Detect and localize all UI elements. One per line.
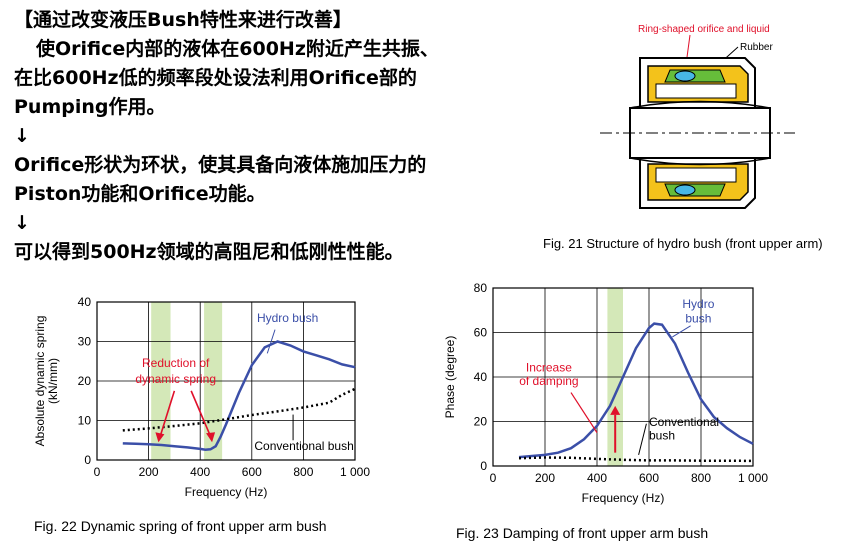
x-tick-label: 800 bbox=[691, 471, 711, 485]
y-axis-label: Phase (degree) bbox=[443, 336, 457, 419]
y-tick-label: 60 bbox=[474, 326, 488, 340]
y-tick-label: 10 bbox=[78, 414, 92, 428]
series-label-hydro: Hydro bush bbox=[257, 311, 318, 325]
annotation-arrowhead bbox=[155, 432, 165, 443]
text-line: Pumping作用。 bbox=[14, 96, 166, 118]
series-conventional-bush-line bbox=[518, 456, 754, 463]
fig21-caption: Fig. 21 Structure of hydro bush (front u… bbox=[543, 236, 823, 251]
series-hydro-bush-line bbox=[518, 322, 754, 459]
annotation-arrowhead bbox=[610, 405, 621, 415]
orifice-label: Ring-shaped orifice and liquid bbox=[638, 24, 770, 35]
y-tick-label: 30 bbox=[78, 335, 92, 349]
y-tick-label: 40 bbox=[78, 295, 92, 309]
annotation-increase: of damping bbox=[519, 374, 578, 388]
x-tick-label: 1 000 bbox=[340, 465, 370, 479]
annotation-arrow bbox=[159, 390, 176, 437]
x-tick-label: 200 bbox=[139, 465, 159, 479]
y-tick-label: 20 bbox=[474, 415, 488, 429]
y-tick-label: 20 bbox=[78, 374, 92, 388]
x-tick-label: 0 bbox=[94, 465, 101, 479]
arrow-down: ↓ bbox=[14, 125, 30, 147]
annotation-arrow bbox=[190, 390, 212, 437]
x-axis-label: Frequency (Hz) bbox=[582, 491, 665, 505]
series-label-leader bbox=[266, 329, 276, 354]
y-tick-label: 80 bbox=[474, 281, 488, 295]
series-label-leader bbox=[638, 423, 647, 455]
x-tick-label: 600 bbox=[639, 471, 659, 485]
text-line: 在比600Hz低的频率段处设法利用Orifice部的 bbox=[14, 67, 417, 89]
x-tick-label: 1 000 bbox=[738, 471, 768, 485]
series-label-conventional: bush bbox=[649, 428, 675, 442]
annotation-reduction: Reduction of bbox=[142, 356, 210, 370]
text-line: 可以得到500Hz领域的高阻尼和低刚性性能。 bbox=[14, 241, 404, 263]
x-tick-label: 600 bbox=[242, 465, 262, 479]
x-tick-label: 0 bbox=[490, 471, 497, 485]
text-heading: 【通过改变液压Bush特性来进行改善】 bbox=[14, 9, 352, 31]
x-tick-label: 200 bbox=[535, 471, 555, 485]
y-tick-label: 40 bbox=[474, 370, 488, 384]
fig22-caption: Fig. 22 Dynamic spring of front upper ar… bbox=[34, 518, 327, 534]
series-label-hydro: bush bbox=[685, 311, 711, 325]
plot-frame bbox=[492, 287, 754, 467]
rubber-label: Rubber bbox=[740, 42, 773, 53]
y-tick-label: 0 bbox=[480, 459, 487, 473]
y-tick-label: 0 bbox=[84, 453, 91, 467]
description-text: 【通过改变液压Bush特性来进行改善】 使Orifice内部的液体在600Hz附… bbox=[14, 6, 534, 267]
annotation-arrowhead bbox=[206, 432, 216, 443]
series-label-conventional: Conventional bbox=[649, 415, 719, 429]
y-axis-label: (kN/mm) bbox=[46, 358, 60, 404]
text-line: 使Orifice内部的液体在600Hz附近产生共振、 bbox=[36, 38, 439, 60]
series-label-hydro: Hydro bbox=[682, 297, 714, 311]
series-label-conventional: Conventional bush bbox=[254, 439, 353, 453]
y-axis-label: Absolute dynamic spring bbox=[33, 316, 47, 447]
x-tick-label: 400 bbox=[190, 465, 210, 479]
fig23-caption: Fig. 23 Damping of front upper arm bush bbox=[456, 525, 709, 541]
annotation-leader bbox=[570, 392, 598, 433]
arrow-down: ↓ bbox=[14, 212, 30, 234]
text-line: Orifice形状为环状，使其具备向液体施加压力的 bbox=[14, 154, 427, 176]
plot-frame bbox=[96, 301, 356, 461]
annotation-reduction: dynamic spring bbox=[135, 372, 216, 386]
annotation-increase: Increase bbox=[526, 360, 572, 374]
hydro-bush-diagram: Ring-shaped orifice and liquid Rubber bbox=[600, 24, 795, 209]
series-label-leader bbox=[672, 325, 691, 338]
x-tick-label: 400 bbox=[587, 471, 607, 485]
x-axis-label: Frequency (Hz) bbox=[185, 485, 268, 499]
series-hydro-bush-line bbox=[122, 340, 356, 451]
text-line: Piston功能和Orifice功能。 bbox=[14, 183, 266, 205]
x-tick-label: 800 bbox=[293, 465, 313, 479]
